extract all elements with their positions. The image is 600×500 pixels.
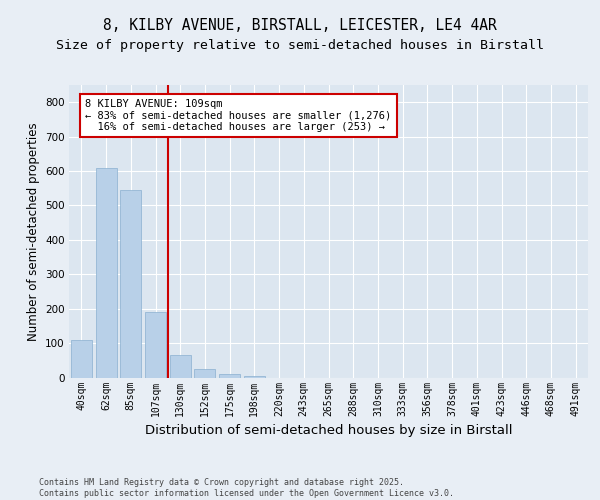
Bar [244, 376, 265, 378]
Bar [170, 355, 191, 378]
X-axis label: Distribution of semi-detached houses by size in Birstall: Distribution of semi-detached houses by … [145, 424, 512, 437]
Bar [145, 312, 166, 378]
Bar [95, 168, 116, 378]
Bar [71, 340, 92, 378]
Y-axis label: Number of semi-detached properties: Number of semi-detached properties [26, 122, 40, 340]
Bar [194, 369, 215, 378]
Bar [219, 374, 240, 378]
Text: 8, KILBY AVENUE, BIRSTALL, LEICESTER, LE4 4AR: 8, KILBY AVENUE, BIRSTALL, LEICESTER, LE… [103, 18, 497, 32]
Text: Contains HM Land Registry data © Crown copyright and database right 2025.
Contai: Contains HM Land Registry data © Crown c… [39, 478, 454, 498]
Text: 8 KILBY AVENUE: 109sqm
← 83% of semi-detached houses are smaller (1,276)
  16% o: 8 KILBY AVENUE: 109sqm ← 83% of semi-det… [85, 99, 391, 132]
Bar [120, 190, 141, 378]
Text: Size of property relative to semi-detached houses in Birstall: Size of property relative to semi-detach… [56, 38, 544, 52]
